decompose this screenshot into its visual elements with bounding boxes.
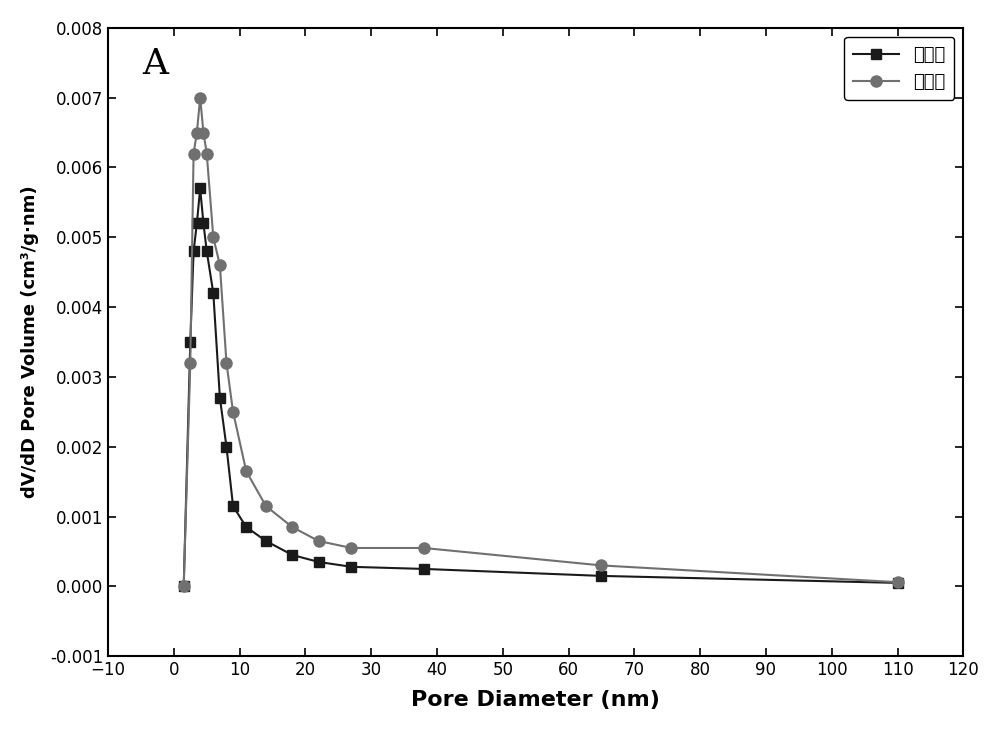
刻蚀前 [595,572,607,580]
刻蚀后 [313,537,325,545]
刻蚀前 [191,219,203,228]
刻蚀后 [201,149,213,158]
刻蚀后 [194,94,206,102]
刻蚀前 [418,564,430,573]
刻蚀前 [184,338,196,346]
刻蚀后 [227,407,239,416]
Line: 刻蚀后: 刻蚀后 [178,92,903,592]
刻蚀前 [240,523,252,531]
刻蚀前 [178,582,190,591]
刻蚀后 [184,359,196,368]
Line: 刻蚀前: 刻蚀前 [179,183,902,591]
刻蚀后 [207,233,219,242]
刻蚀后 [345,544,357,553]
刻蚀后 [260,501,272,510]
刻蚀前 [207,289,219,298]
刻蚀前 [214,393,226,402]
刻蚀后 [595,561,607,570]
刻蚀前 [188,247,200,256]
刻蚀后 [178,582,190,591]
刻蚀前 [220,442,232,451]
刻蚀后 [220,359,232,368]
刻蚀前 [197,219,209,228]
Legend: 刻蚀前, 刻蚀后: 刻蚀前, 刻蚀后 [844,37,954,100]
刻蚀前 [194,184,206,193]
刻蚀后 [240,467,252,476]
刻蚀后 [188,149,200,158]
刻蚀前 [286,550,298,559]
刻蚀后 [418,544,430,553]
刻蚀前 [892,578,904,587]
刻蚀后 [286,523,298,531]
X-axis label: Pore Diameter (nm): Pore Diameter (nm) [411,690,660,711]
刻蚀后 [214,261,226,270]
刻蚀前 [227,501,239,510]
刻蚀前 [201,247,213,256]
刻蚀后 [892,577,904,586]
刻蚀前 [313,558,325,567]
刻蚀后 [197,128,209,137]
Text: A: A [142,47,168,80]
刻蚀前 [345,562,357,571]
刻蚀后 [191,128,203,137]
刻蚀前 [260,537,272,545]
Y-axis label: dV/dD Pore Volume (cm³/g·nm): dV/dD Pore Volume (cm³/g·nm) [21,186,39,499]
